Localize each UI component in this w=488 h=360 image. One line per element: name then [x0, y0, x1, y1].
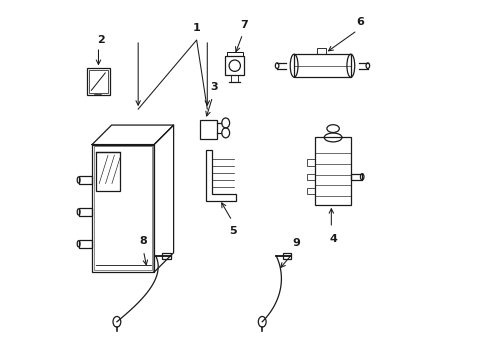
Bar: [92, 145, 154, 272]
Bar: [94, 146, 152, 270]
Bar: [79, 208, 92, 216]
Bar: [226, 52, 242, 56]
Text: 6: 6: [355, 17, 363, 27]
Text: 3: 3: [210, 82, 218, 92]
Bar: [79, 240, 92, 248]
Text: 4: 4: [328, 234, 336, 244]
Bar: [224, 56, 244, 76]
Bar: [293, 54, 350, 77]
Text: 2: 2: [97, 35, 104, 45]
Bar: [306, 159, 315, 166]
Bar: [89, 71, 107, 93]
Bar: [315, 138, 350, 205]
Bar: [162, 253, 170, 259]
Text: 9: 9: [291, 238, 299, 248]
Text: 7: 7: [240, 21, 247, 31]
Text: 8: 8: [139, 235, 147, 246]
Bar: [200, 120, 217, 139]
Bar: [79, 176, 92, 184]
Text: 5: 5: [229, 226, 237, 236]
Bar: [316, 48, 325, 54]
Bar: [282, 253, 291, 259]
Bar: [231, 76, 238, 82]
Bar: [86, 68, 110, 95]
Bar: [96, 152, 120, 191]
Bar: [350, 174, 362, 180]
Bar: [306, 174, 315, 180]
Bar: [306, 188, 315, 194]
Text: 1: 1: [192, 23, 200, 33]
